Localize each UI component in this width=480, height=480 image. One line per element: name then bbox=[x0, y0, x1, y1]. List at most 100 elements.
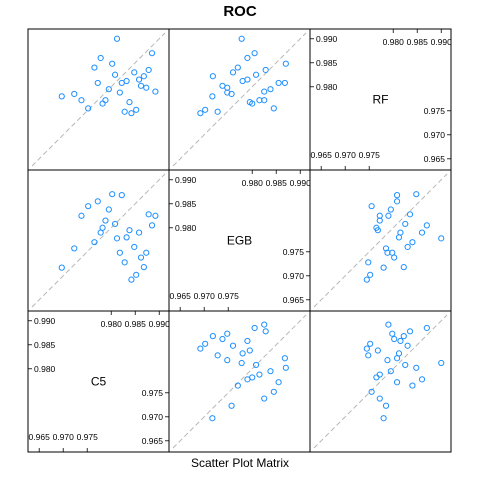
data-point bbox=[281, 355, 288, 362]
data-point bbox=[368, 388, 375, 395]
data-point bbox=[387, 206, 394, 213]
tick-label: 0.965 bbox=[170, 291, 192, 301]
data-point bbox=[391, 335, 398, 343]
data-point bbox=[209, 415, 216, 422]
data-point bbox=[244, 337, 251, 345]
data-point bbox=[282, 364, 289, 371]
reference-line bbox=[31, 32, 166, 167]
data-point bbox=[224, 357, 231, 364]
data-point bbox=[140, 264, 147, 271]
data-point bbox=[128, 110, 135, 117]
data-point bbox=[148, 50, 156, 57]
data-point bbox=[116, 89, 123, 96]
tick-label: 0.970 bbox=[53, 432, 75, 442]
tick-label: 0.975 bbox=[283, 247, 305, 257]
data-point bbox=[133, 106, 140, 113]
tick-label: 0.965 bbox=[142, 436, 164, 446]
data-point bbox=[239, 350, 246, 357]
data-point bbox=[214, 108, 221, 115]
data-point bbox=[270, 105, 277, 112]
data-point bbox=[152, 212, 159, 219]
data-point bbox=[281, 79, 288, 87]
data-point bbox=[209, 333, 216, 340]
tick-label: 0.990 bbox=[175, 175, 197, 185]
data-point bbox=[397, 229, 404, 236]
data-point bbox=[197, 110, 204, 117]
tick-label: 0.985 bbox=[316, 58, 338, 68]
data-point bbox=[137, 82, 145, 89]
data-point bbox=[128, 276, 135, 283]
data-point bbox=[385, 321, 392, 328]
data-point bbox=[94, 198, 101, 205]
data-point bbox=[121, 259, 128, 266]
data-point bbox=[402, 220, 409, 228]
data-point bbox=[99, 224, 106, 231]
data-point bbox=[111, 220, 119, 228]
data-point bbox=[143, 249, 150, 256]
tick-label: 0.990 bbox=[290, 178, 312, 188]
data-point bbox=[58, 264, 65, 271]
data-point bbox=[262, 66, 269, 74]
data-point bbox=[409, 382, 416, 389]
tick-label: 0.985 bbox=[34, 340, 56, 350]
tick-label: 0.990 bbox=[34, 316, 56, 326]
data-point bbox=[365, 352, 372, 359]
tick-label: 0.975 bbox=[218, 291, 240, 301]
data-point bbox=[393, 198, 401, 205]
data-point bbox=[143, 84, 150, 91]
data-point bbox=[238, 359, 245, 367]
data-point bbox=[238, 35, 245, 42]
tick-label: 0.980 bbox=[101, 319, 123, 329]
tick-label: 0.980 bbox=[383, 37, 405, 47]
data-point bbox=[85, 203, 92, 210]
data-point bbox=[246, 347, 253, 354]
data-point bbox=[376, 217, 383, 224]
data-point bbox=[99, 100, 106, 107]
data-point bbox=[380, 415, 387, 422]
data-point bbox=[251, 324, 258, 332]
data-point bbox=[135, 229, 143, 236]
reference-line bbox=[313, 314, 448, 449]
data-point bbox=[249, 374, 256, 381]
data-point bbox=[229, 342, 237, 349]
data-point bbox=[275, 379, 282, 386]
data-point bbox=[209, 73, 216, 80]
tick-label: 0.965 bbox=[311, 150, 333, 160]
data-point bbox=[262, 328, 269, 335]
tick-label: 0.990 bbox=[149, 319, 171, 329]
data-point bbox=[113, 35, 121, 42]
data-point bbox=[423, 222, 430, 229]
reference-line bbox=[313, 173, 448, 308]
data-point bbox=[389, 330, 396, 337]
data-point bbox=[380, 264, 387, 271]
data-point bbox=[393, 192, 401, 199]
data-point bbox=[261, 88, 268, 95]
data-point bbox=[229, 69, 237, 76]
data-point bbox=[413, 191, 420, 198]
data-point bbox=[363, 276, 370, 283]
data-point bbox=[387, 368, 394, 375]
data-point bbox=[267, 368, 274, 375]
data-point bbox=[438, 359, 445, 367]
data-point bbox=[251, 50, 258, 57]
data-point bbox=[78, 212, 85, 219]
data-point bbox=[123, 77, 130, 85]
data-point bbox=[261, 395, 268, 402]
data-point bbox=[152, 88, 159, 95]
data-point bbox=[113, 235, 121, 242]
data-point bbox=[137, 254, 145, 261]
data-point bbox=[389, 249, 396, 256]
data-point bbox=[71, 245, 78, 252]
panel-border bbox=[309, 310, 452, 453]
data-point bbox=[404, 342, 411, 349]
data-point bbox=[400, 264, 407, 271]
data-point bbox=[261, 321, 268, 328]
tick-label: 0.985 bbox=[266, 178, 288, 188]
data-point bbox=[118, 192, 125, 199]
tick-label: 0.970 bbox=[283, 271, 305, 281]
data-point bbox=[126, 99, 133, 106]
data-point bbox=[202, 340, 209, 347]
data-point bbox=[145, 66, 152, 74]
data-point bbox=[234, 64, 241, 71]
data-point bbox=[133, 271, 140, 278]
